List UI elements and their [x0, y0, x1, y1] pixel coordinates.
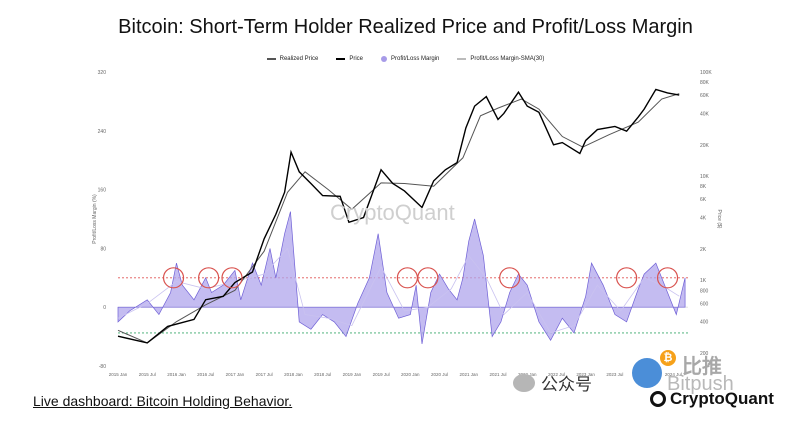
highlight-circle [417, 267, 439, 289]
cryptoquant-brand: CryptoQuant [650, 389, 774, 409]
live-dashboard-link[interactable]: Live dashboard: Bitcoin Holding Behavior… [33, 393, 293, 409]
y-right-tick-label: 4K [700, 216, 707, 222]
y-right-tick-label: 40K [700, 111, 710, 117]
x-tick-label: 2019 Jul [373, 372, 390, 377]
bitpush-label: Bitpush [667, 373, 734, 395]
highlight-circle [162, 267, 185, 289]
y-left-tick-label: 320 [98, 70, 107, 76]
y-right-tick-label: 400 [700, 320, 709, 326]
wechat-account: 公众号 [513, 370, 592, 395]
bitcoin-coin-icon: ₿ [660, 350, 676, 366]
chart-legend: Realized Price Price Profit/Loss Margin … [0, 56, 811, 62]
y-right-tick-label: 200 [700, 351, 709, 357]
bitpush-cn-label: 比推 [682, 356, 722, 378]
x-tick-label: 2017 Jan [226, 372, 245, 377]
x-tick-label: 2015 Jan [109, 372, 128, 377]
margin-sma-line [117, 247, 680, 334]
x-tick-label: 2020 Jan [401, 372, 420, 377]
y-right-tick-label: 800 [700, 288, 709, 294]
chart-title: Bitcoin: Short-Term Holder Realized Pric… [118, 16, 693, 38]
legend-margin-label: Profit/Loss Margin [390, 56, 440, 62]
legend-dot-icon [380, 56, 387, 62]
x-tick-label: 2017 Jul [256, 372, 273, 377]
wechat-label: 公众号 [541, 375, 592, 394]
x-tick-label: 2018 Jul [314, 372, 331, 377]
y-right-tick-label: 600 [700, 301, 709, 307]
y-left-axis-title: Profit/Loss Margin (%) [92, 194, 98, 244]
x-tick-label: 2019 Jan [343, 372, 362, 377]
x-tick-label: 2018 Jan [284, 372, 303, 377]
legend-price-label: Price [349, 56, 363, 62]
y-right-tick-label: 60K [700, 93, 710, 99]
y-right-tick-label: 20K [700, 143, 710, 149]
x-tick-label: 2023 Jul [606, 372, 623, 377]
y-right-tick-label: 100K [700, 70, 712, 76]
legend-margin-sma-label: Profit/Loss Margin-SMA(30) [470, 56, 545, 62]
realized-price-line [117, 93, 680, 344]
highlight-circle [198, 267, 220, 289]
x-tick-label: 2016 Jan [167, 372, 186, 377]
highlight-circle [616, 267, 638, 289]
highlight-circle [656, 267, 679, 289]
legend-realized-price-label: Realized Price [279, 56, 319, 62]
y-right-tick-label: 10K [700, 174, 710, 180]
y-right-tick-label: 8K [700, 184, 707, 190]
x-tick-label: 2016 Jul [197, 372, 214, 377]
y-left-tick-label: 0 [103, 305, 106, 311]
y-left-tick-label: 80 [100, 246, 106, 252]
x-tick-label: 2022 Jul [548, 372, 565, 377]
watermark-text: CryptoQuant [330, 200, 455, 225]
margin-area [117, 211, 686, 345]
legend-margin-sma: Profit/Loss Margin-SMA(30) [457, 56, 544, 62]
y-right-tick-label: 6K [700, 197, 707, 203]
legend-realized-price: Realized Price [266, 56, 319, 62]
y-right-tick-label: 1K [700, 278, 707, 284]
y-right-axis-title: Price ($) [716, 210, 722, 229]
x-tick-label: 2020 Jul [431, 372, 448, 377]
x-tick-label: 2023 Jan [576, 372, 595, 377]
legend-line-icon [266, 58, 276, 60]
x-tick-label: 2024 Jul [665, 372, 682, 377]
x-tick-label: 2021 Jan [460, 372, 479, 377]
cryptoquant-logo-icon [650, 391, 666, 407]
wechat-icon [513, 373, 535, 392]
y-right-tick-label: 2K [700, 247, 707, 253]
highlight-circle [499, 267, 521, 289]
price-line [117, 88, 680, 344]
bitpush-bird-icon [632, 358, 662, 388]
y-left-tick-label: -80 [99, 364, 106, 370]
legend-line-icon [336, 58, 346, 60]
y-left-tick-label: 160 [98, 188, 107, 194]
legend-line-icon [457, 58, 467, 60]
x-tick-label: 2015 Jul [139, 372, 156, 377]
y-left-tick-label: 240 [98, 129, 107, 135]
legend-price: Price [336, 56, 363, 62]
y-right-tick-label: 80K [700, 80, 710, 86]
x-tick-label: 2021 Jul [489, 372, 506, 377]
legend-margin: Profit/Loss Margin [380, 56, 440, 62]
brand-label: CryptoQuant [670, 389, 774, 408]
highlight-circle [221, 267, 243, 289]
